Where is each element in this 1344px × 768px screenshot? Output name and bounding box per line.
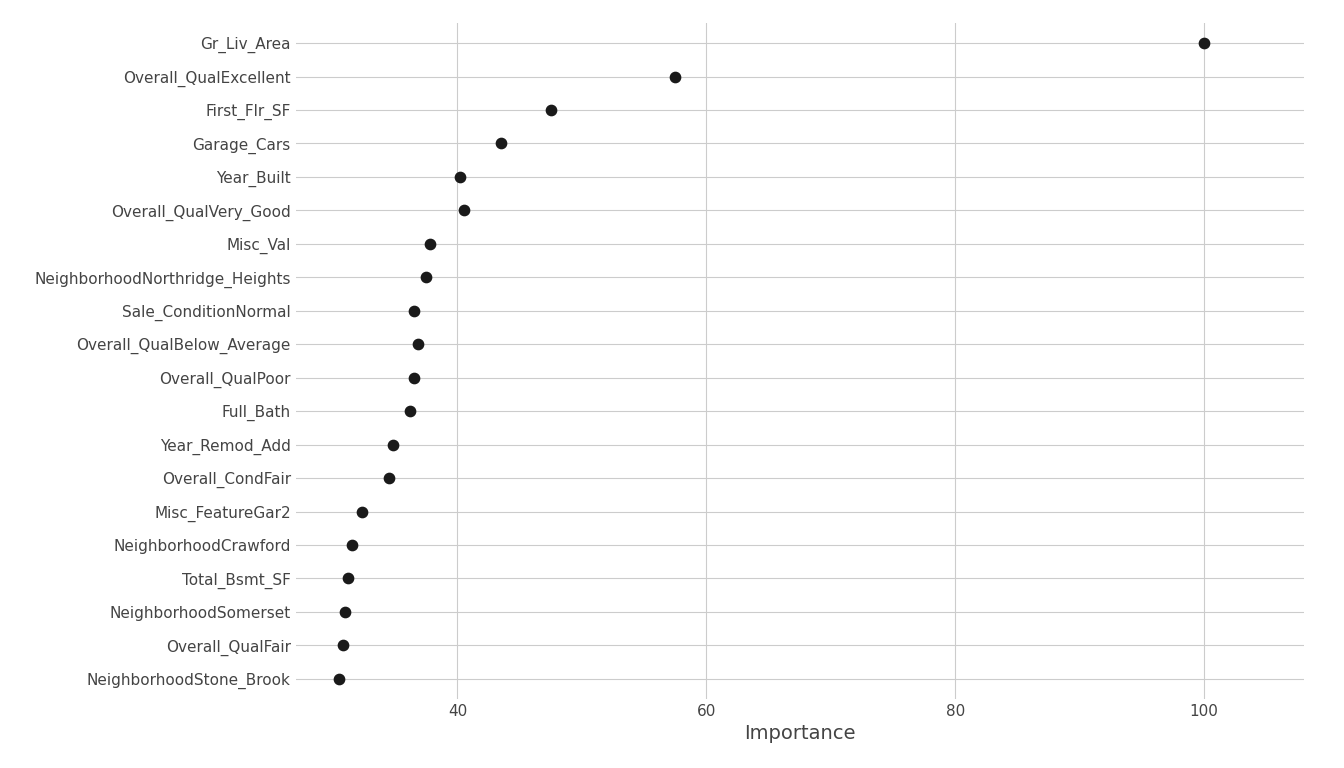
Point xyxy=(337,572,359,584)
Point xyxy=(664,71,685,83)
X-axis label: Importance: Importance xyxy=(745,724,855,743)
Point xyxy=(449,170,470,183)
Point xyxy=(491,137,512,150)
Point xyxy=(328,673,349,685)
Point xyxy=(540,104,562,116)
Point xyxy=(419,238,441,250)
Point xyxy=(382,439,403,451)
Point xyxy=(403,305,425,317)
Point xyxy=(407,338,429,350)
Point xyxy=(1193,37,1215,49)
Point xyxy=(403,372,425,384)
Point xyxy=(351,505,372,518)
Point xyxy=(332,639,353,651)
Point xyxy=(399,405,421,417)
Point xyxy=(341,539,363,551)
Point xyxy=(453,204,474,217)
Point xyxy=(415,271,437,283)
Point xyxy=(378,472,399,484)
Point xyxy=(335,606,356,618)
